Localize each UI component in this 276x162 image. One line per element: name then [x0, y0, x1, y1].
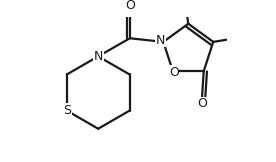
Text: O: O: [125, 0, 135, 12]
Text: S: S: [63, 104, 71, 117]
Text: O: O: [169, 66, 179, 79]
Text: O: O: [197, 97, 207, 110]
Text: N: N: [156, 34, 165, 46]
Text: N: N: [94, 50, 103, 63]
